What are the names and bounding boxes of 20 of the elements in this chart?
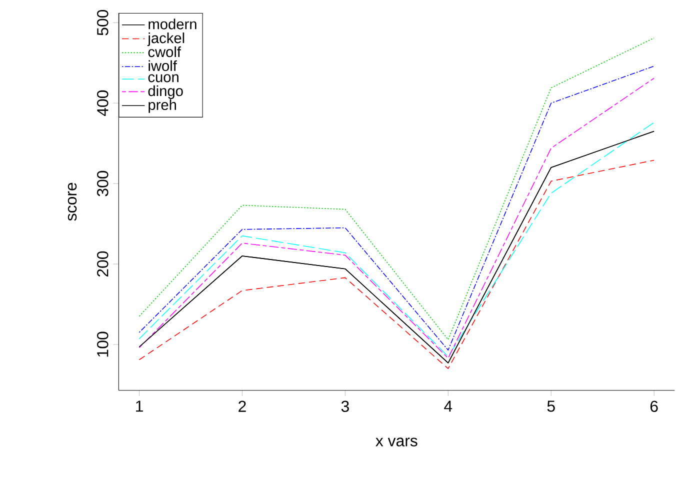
legend-label: iwolf xyxy=(148,60,177,72)
y-tick-label: 500 xyxy=(97,10,108,36)
y-tick-label: 200 xyxy=(97,251,108,277)
y-tick-label: 300 xyxy=(97,170,108,196)
x-tick-label: 5 xyxy=(547,400,555,412)
legend-label: preh xyxy=(148,99,176,113)
y-axis-title: score xyxy=(68,182,77,221)
x-axis-title: x vars xyxy=(376,438,418,446)
x-tick-label: 3 xyxy=(341,400,349,412)
x-tick-label: 6 xyxy=(650,400,658,412)
y-tick-label: 100 xyxy=(97,332,108,357)
legend-label: modern xyxy=(148,18,196,30)
y-tick-label: 400 xyxy=(97,90,108,116)
x-tick-label: 4 xyxy=(444,400,452,412)
legend-label: dingo xyxy=(148,85,183,100)
legend-label: jackel xyxy=(147,32,184,46)
x-tick-label: 2 xyxy=(238,400,246,412)
x-tick-label: 1 xyxy=(136,400,143,412)
legend-label: cwolf xyxy=(148,46,182,58)
legend-label: cuon xyxy=(148,74,178,82)
